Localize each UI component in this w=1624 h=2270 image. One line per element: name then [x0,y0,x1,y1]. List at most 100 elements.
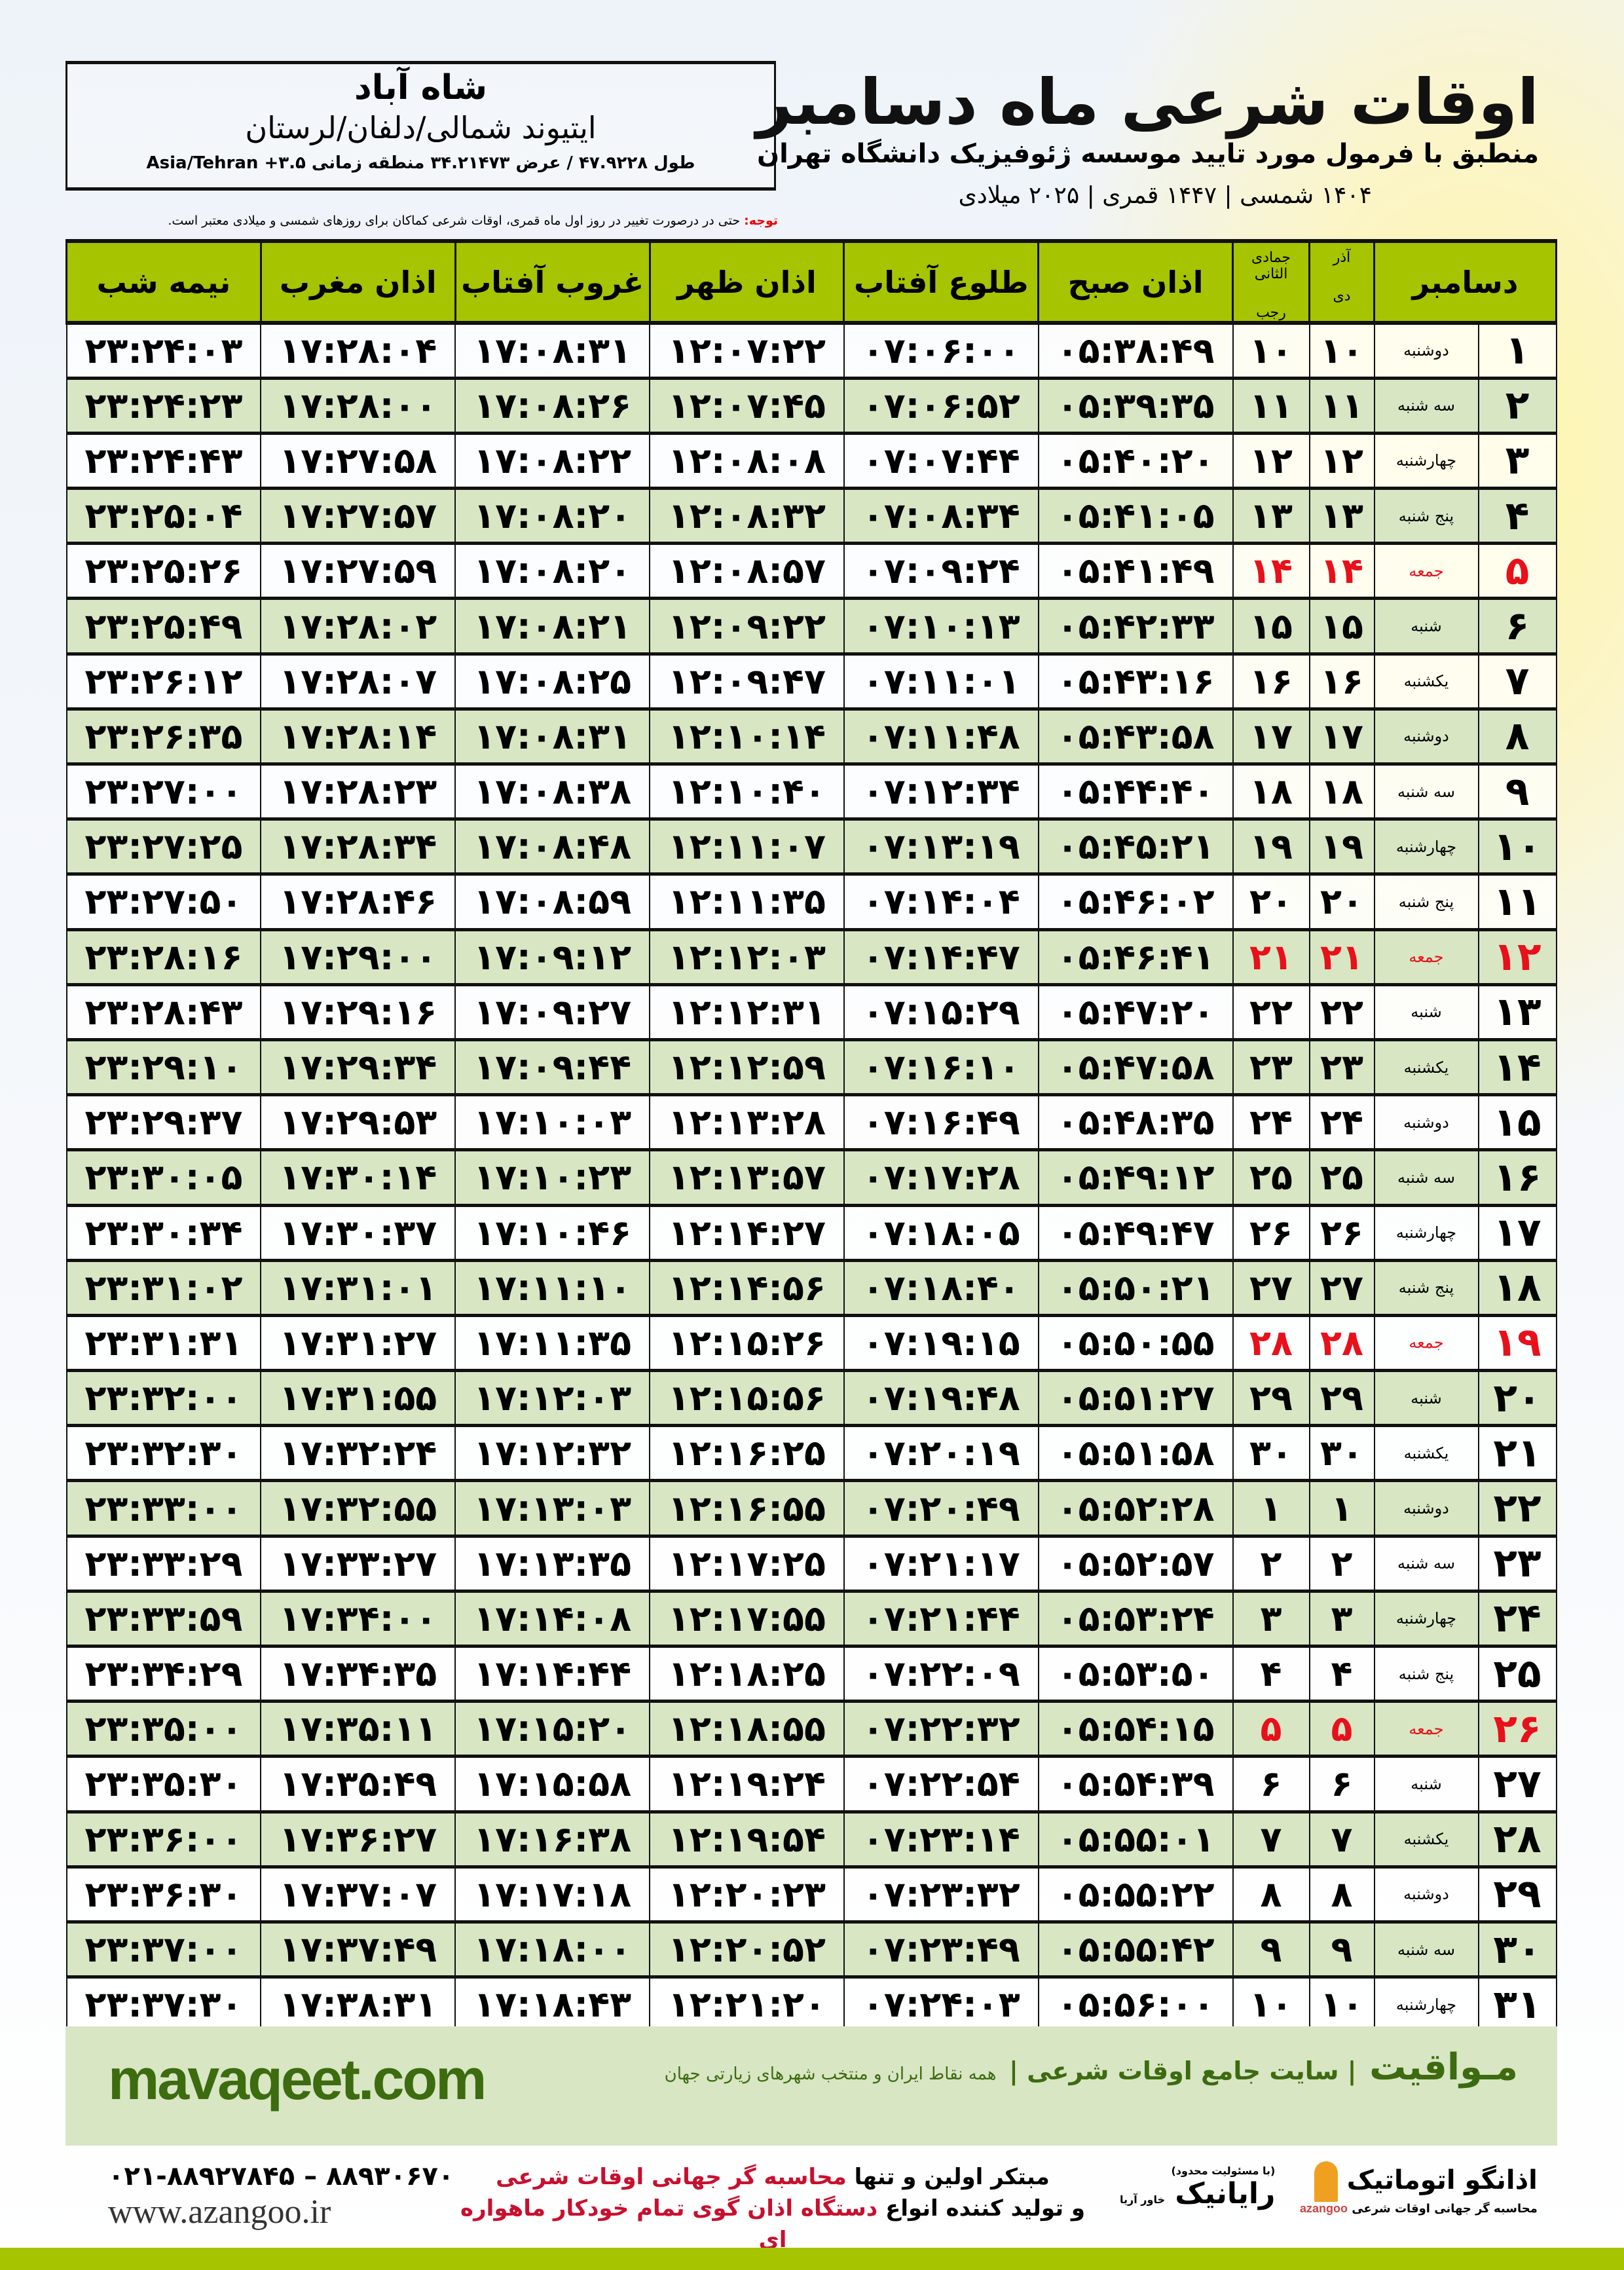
sunset-time: ۱۷:۰۸:۲۰ [454,487,651,546]
midnight-time: ۲۳:۳۳:۰۰ [65,1479,262,1538]
prayer-times-table: دسامبر آذر دی جمادی الثانی رجب اذان صبح طل… [65,239,1557,2034]
maghrib-time: ۱۷:۳۸:۳۱ [260,1976,456,2034]
day-number: ۱۹ [1477,1314,1557,1373]
midnight-time: ۲۳:۳۷:۰۰ [65,1921,262,1979]
dhuhr-time: ۱۲:۲۱:۲۰ [649,1976,845,2034]
rayanik-logo: (با مسئولیت محدود) رایانیک خاور آریا [1120,2165,1275,2210]
sunset-time: ۱۷:۱۶:۳۸ [454,1811,651,1869]
lunar-day: ۱۶ [1232,653,1310,711]
sunset-time: ۱۷:۱۰:۲۳ [454,1149,651,1207]
col-month: دسامبر [1373,239,1557,325]
day-number: ۸ [1477,708,1557,766]
sunset-time: ۱۷:۰۹:۲۷ [454,984,651,1041]
maghrib-time: ۱۷:۲۷:۵۸ [260,432,456,491]
azangoo-latin: azangoo [1300,2202,1348,2215]
azangoo-sub: محاسبه گر جهانی اوقات شرعی [1352,2202,1538,2216]
sunset-time: ۱۷:۱۳:۰۳ [454,1479,651,1538]
col-maghrib: اذان مغرب [259,239,456,325]
lunar-day: ۱۹ [1232,818,1310,876]
dhuhr-time: ۱۲:۱۳:۲۸ [649,1094,845,1152]
day-number: ۲۶ [1477,1700,1557,1758]
persian-day: ۲۲ [1308,984,1375,1041]
dhuhr-time: ۱۲:۰۷:۴۵ [649,377,845,435]
weekday: جمعه [1373,1314,1479,1373]
weekday: شنبه [1373,1369,1479,1428]
lunar-day: ۲۲ [1232,984,1310,1041]
maghrib-time: ۱۷:۲۸:۲۳ [260,763,456,821]
maghrib-time: ۱۷:۳۶:۲۷ [260,1811,456,1869]
slogan-small: همه نقاط ایران و منتخب شهرهای زیارتی جها… [664,2064,997,2084]
page-subtitle: منطبق با فرمول مورد تایید موسسه ژئوفیزیک… [756,139,1539,169]
persian-day: ۳۰ [1308,1424,1375,1483]
fajr-time: ۰۵:۳۹:۳۵ [1037,377,1234,435]
sunrise-time: ۰۷:۲۱:۱۷ [843,1535,1039,1593]
persian-day: ۱۳ [1308,487,1375,546]
fajr-time: ۰۵:۴۹:۱۲ [1037,1149,1234,1207]
table-row: ۲ سه شنبه ۱۱ ۱۱ ۰۵:۳۹:۳۵ ۰۷:۰۶:۵۲ ۱۲:۰۷:۴۵ ۱۷:۰… [65,377,1557,435]
dhuhr-time: ۱۲:۲۰:۵۲ [649,1921,845,1979]
dhuhr-time: ۱۲:۱۷:۲۵ [649,1535,845,1593]
maghrib-time: ۱۷:۲۸:۰۷ [260,653,456,711]
midnight-time: ۲۳:۲۴:۰۳ [65,322,262,380]
persian-day: ۵ [1308,1700,1375,1758]
sunset-time: ۱۷:۱۱:۳۵ [454,1314,651,1373]
dhuhr-time: ۱۲:۱۱:۳۵ [649,873,845,931]
midnight-time: ۲۳:۳۶:۳۰ [65,1866,262,1924]
mavaqeet-banner: mavaqeet.com مـواقیت | سایت جامع اوقات ش… [65,2026,1557,2146]
lunar-day: ۲۸ [1232,1314,1310,1373]
maghrib-time: ۱۷:۲۸:۳۴ [260,818,456,876]
sunset-time: ۱۷:۱۰:۰۳ [454,1094,651,1152]
azangoo-link[interactable]: www.azangoo.ir [108,2193,331,2231]
day-number: ۲۷ [1477,1755,1557,1814]
lunar-day: ۷ [1232,1811,1310,1869]
weekday: دوشنبه [1373,708,1479,766]
fajr-time: ۰۵:۴۶:۰۲ [1037,873,1234,931]
day-number: ۲۲ [1477,1479,1557,1538]
fajr-time: ۰۵:۵۶:۰۰ [1037,1976,1234,2034]
lunar-day: ۹ [1232,1921,1310,1979]
midnight-time: ۲۳:۲۴:۴۳ [65,432,262,491]
table-row: ۱۲ جمعه ۲۱ ۲۱ ۰۵:۴۶:۴۱ ۰۷:۱۴:۴۷ ۱۲:۱۲:۰۳ ۱۷:۰۹:… [65,929,1557,986]
table-row: ۲۹ دوشنبه ۸ ۸ ۰۵:۵۵:۲۲ ۰۷:۲۳:۳۲ ۱۲:۲۰:۲۳ ۱۷:۱۷:… [65,1866,1557,1924]
maghrib-time: ۱۷:۳۷:۰۷ [260,1866,456,1924]
table-row: ۴ پنج شنبه ۱۳ ۱۳ ۰۵:۴۱:۰۵ ۰۷:۰۸:۳۴ ۱۲:۰۸:۳۲ ۱۷:… [65,487,1557,546]
sunrise-time: ۰۷:۲۳:۱۴ [843,1811,1039,1869]
day-number: ۲۸ [1477,1811,1557,1869]
sunrise-time: ۰۷:۱۸:۴۰ [843,1259,1039,1317]
sunrise-time: ۰۷:۱۹:۱۵ [843,1314,1039,1373]
mavaqeet-link[interactable]: mavaqeet.com [108,2047,487,2112]
table-row: ۶ شنبه ۱۵ ۱۵ ۰۵:۴۲:۳۳ ۰۷:۱۰:۱۳ ۱۲:۰۹:۲۲ ۱۷:۰۸:۲… [65,597,1557,656]
sunrise-time: ۰۷:۲۲:۵۴ [843,1755,1039,1814]
persian-day: ۲۳ [1308,1039,1375,1097]
col-sunrise: طلوع آفتاب [843,239,1040,325]
day-number: ۲۴ [1477,1590,1557,1648]
dhuhr-time: ۱۲:۱۲:۵۹ [649,1039,845,1097]
fajr-time: ۰۵:۴۶:۴۱ [1037,929,1234,986]
table-row: ۲۲ دوشنبه ۱ ۱ ۰۵:۵۲:۲۸ ۰۷:۲۰:۴۹ ۱۲:۱۶:۵۵ ۱۷:۱۳:… [65,1479,1557,1538]
sunset-time: ۱۷:۰۸:۳۱ [454,708,651,766]
table-row: ۲۰ شنبه ۲۹ ۲۹ ۰۵:۵۱:۲۷ ۰۷:۱۹:۴۸ ۱۲:۱۵:۵۶ ۱۷:۱۲:… [65,1369,1557,1428]
day-number: ۵ [1477,542,1557,601]
sunrise-time: ۰۷:۱۵:۲۹ [843,984,1039,1041]
weekday: جمعه [1373,542,1479,601]
dhuhr-time: ۱۲:۱۵:۲۶ [649,1314,845,1373]
day-number: ۱۳ [1477,984,1557,1041]
midnight-time: ۲۳:۲۸:۱۶ [65,929,262,986]
maghrib-time: ۱۷:۳۵:۱۱ [260,1700,456,1758]
weekday: سه شنبه [1373,763,1479,821]
sunset-time: ۱۷:۱۲:۳۲ [454,1424,651,1483]
mavaqeet-brand: مـواقیت [1369,2046,1518,2089]
day-number: ۱۴ [1477,1039,1557,1097]
lunar-day: ۱۸ [1232,763,1310,821]
weekday: چهارشنبه [1373,432,1479,491]
day-number: ۳۰ [1477,1921,1557,1979]
fajr-time: ۰۵:۵۴:۱۵ [1037,1700,1234,1758]
weekday: یکشنبه [1373,1039,1479,1097]
sunrise-time: ۰۷:۲۴:۰۳ [843,1976,1039,2034]
maghrib-time: ۱۷:۳۳:۲۷ [260,1535,456,1593]
weekday: چهارشنبه [1373,1976,1479,2034]
table-row: ۳۱ چهارشنبه ۱۰ ۱۰ ۰۵:۵۶:۰۰ ۰۷:۲۴:۰۳ ۱۲:۲۱:۲۰ ۱۷… [65,1976,1557,2034]
midnight-time: ۲۳:۳۴:۲۹ [65,1645,262,1703]
day-number: ۲۵ [1477,1645,1557,1703]
weekday: دوشنبه [1373,322,1479,380]
